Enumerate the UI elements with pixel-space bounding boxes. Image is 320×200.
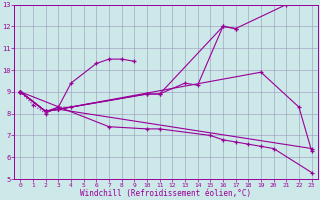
X-axis label: Windchill (Refroidissement éolien,°C): Windchill (Refroidissement éolien,°C): [80, 189, 252, 198]
